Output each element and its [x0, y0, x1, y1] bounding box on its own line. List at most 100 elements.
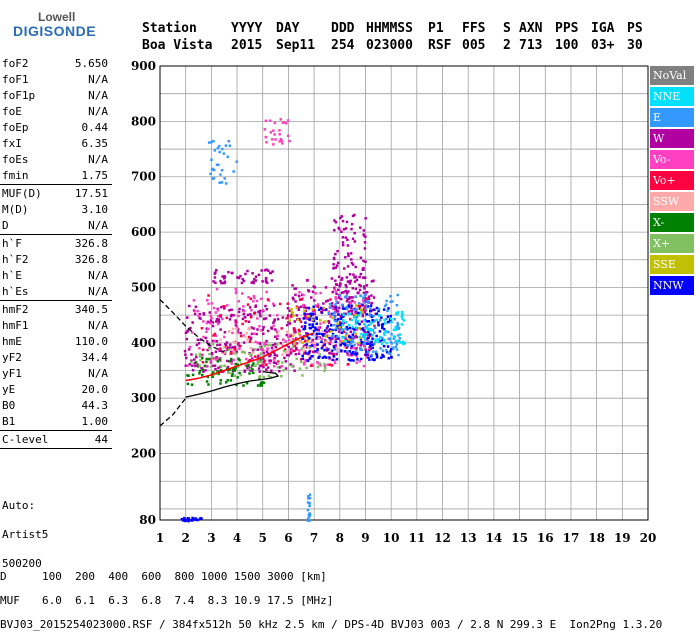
echo-point [258, 341, 262, 345]
echo-point [323, 348, 326, 352]
echo-point [359, 226, 362, 229]
echo-point [209, 314, 213, 318]
echo-point [259, 360, 262, 364]
footer: D 100 200 400 600 800 1000 1500 3000 [km]… [0, 559, 662, 643]
echo-point [292, 314, 295, 317]
echo-point [383, 339, 386, 343]
echo-point [259, 329, 262, 333]
echo-point [210, 140, 213, 144]
echo-point [323, 362, 326, 366]
echo-point [231, 372, 234, 376]
echo-point [250, 353, 253, 356]
echo-point [360, 348, 364, 352]
echo-point [302, 349, 305, 352]
echo-point [331, 316, 334, 320]
echo-point [350, 309, 353, 313]
param-row: hmE 110.0 [0, 334, 112, 350]
echo-point [321, 308, 325, 312]
echo-point [316, 351, 319, 354]
echo-point [269, 343, 273, 347]
echo-point [378, 330, 382, 333]
echo-point [274, 361, 277, 365]
echo-point [227, 270, 230, 274]
param-separator [0, 184, 112, 186]
echo-point [198, 372, 201, 375]
echo-point [323, 343, 326, 347]
echo-point [364, 296, 367, 300]
echo-point [183, 519, 187, 523]
echo-point [221, 317, 224, 321]
echo-point [336, 288, 340, 292]
echo-point [343, 295, 347, 299]
echo-point [369, 322, 373, 325]
echo-point [303, 309, 306, 312]
echo-point [231, 327, 235, 331]
echo-point [276, 317, 280, 321]
echo-point [251, 272, 254, 275]
echo-point [334, 340, 337, 343]
echo-point [200, 517, 203, 520]
echo-point [265, 268, 268, 271]
legend-item-e: E [650, 108, 694, 127]
electron-density-profile [185, 370, 280, 398]
echo-point [329, 338, 332, 342]
echo-point [358, 327, 361, 330]
echo-point [260, 384, 264, 387]
echo-point [351, 346, 354, 349]
echo-point [240, 350, 244, 354]
echo-point [287, 320, 290, 324]
echo-point [282, 369, 285, 372]
echo-point [318, 326, 322, 329]
echo-point [321, 329, 324, 333]
echo-point [397, 334, 400, 337]
echo-point [275, 354, 279, 357]
echo-point [245, 364, 249, 368]
param-row: h`E N/A [0, 268, 112, 284]
echo-point [188, 345, 192, 349]
param-value: 17.51 [74, 187, 108, 200]
echo-point [348, 350, 352, 353]
echo-point [362, 276, 365, 280]
echo-point [381, 355, 385, 358]
echo-point [322, 302, 325, 305]
echo-point [267, 269, 270, 272]
echo-point [295, 357, 298, 361]
echo-point [184, 353, 187, 356]
echo-point [212, 306, 216, 310]
echo-point [314, 350, 317, 353]
param-row: foF2 5.650 [0, 56, 112, 72]
echo-point [302, 327, 306, 331]
param-row: D N/A [0, 218, 112, 234]
echo-point [380, 323, 384, 327]
echo-point [327, 310, 331, 314]
header-value-station: Boa Vista [142, 38, 213, 53]
echo-point [385, 341, 389, 345]
echo-point [276, 334, 280, 338]
echo-point [273, 353, 277, 357]
echo-point [300, 325, 304, 328]
echo-point [362, 234, 366, 237]
echo-point [308, 493, 312, 496]
echo-point [357, 314, 361, 317]
echo-point [355, 304, 358, 307]
echo-point [353, 276, 356, 279]
echo-point [334, 319, 337, 323]
echo-point [207, 327, 210, 331]
echo-point [227, 369, 230, 373]
echo-point [230, 348, 233, 351]
echo-point [212, 139, 215, 143]
echo-point [237, 310, 241, 314]
echo-point [366, 350, 370, 354]
echo-point [226, 155, 230, 159]
echo-point [359, 338, 363, 341]
param-row: yE 20.0 [0, 382, 112, 398]
echo-point [217, 163, 220, 167]
echo-point [236, 376, 239, 379]
echo-point [333, 219, 336, 222]
echo-point [278, 132, 281, 136]
echo-point [224, 346, 227, 349]
echo-point [283, 120, 286, 124]
echo-point [332, 352, 335, 356]
echo-point [239, 362, 243, 365]
echo-point [351, 327, 355, 330]
